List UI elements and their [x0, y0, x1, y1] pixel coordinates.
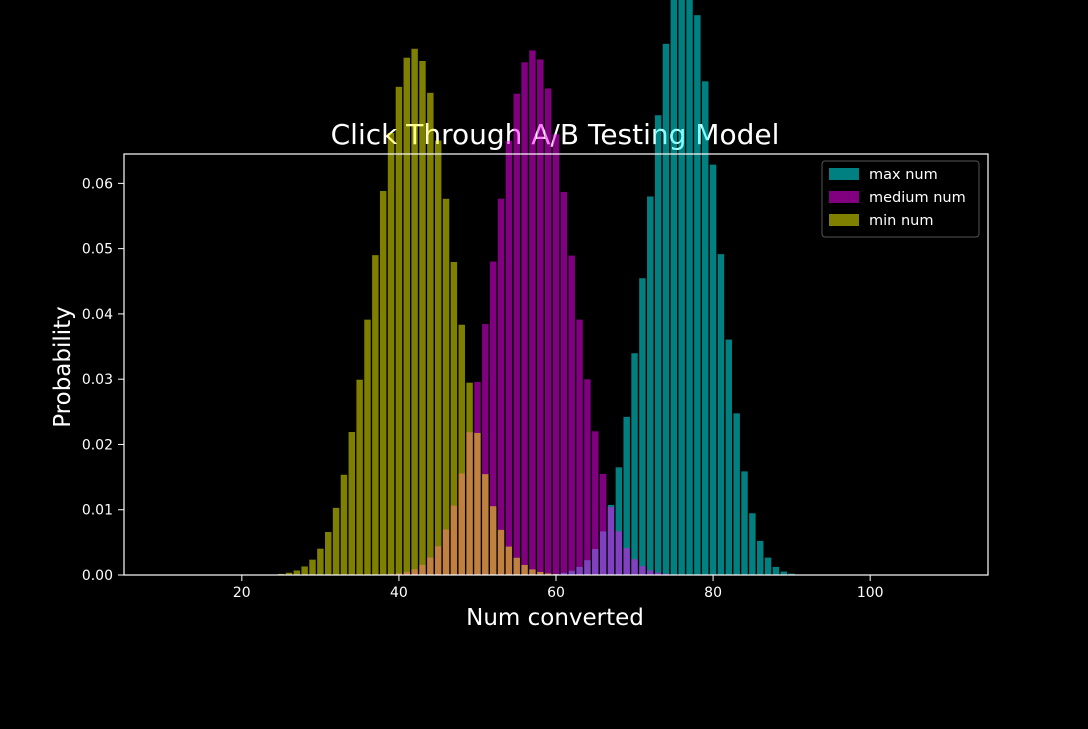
x-tick-label: 80 [704, 585, 722, 601]
bar [623, 548, 629, 575]
legend-label: min num [869, 213, 933, 229]
legend-swatch [829, 214, 859, 226]
bar [529, 569, 535, 575]
bars-layer [246, 0, 826, 575]
bar [600, 474, 606, 575]
bar [466, 383, 472, 575]
bar [490, 506, 496, 575]
bar [749, 513, 755, 575]
bar [678, 0, 684, 575]
bar [726, 340, 732, 575]
bar [514, 94, 520, 575]
legend-label: medium num [869, 190, 966, 206]
bar [733, 413, 739, 575]
bar [686, 0, 692, 575]
bar [419, 61, 425, 575]
bar [765, 558, 771, 575]
bar [521, 62, 527, 575]
bar [498, 530, 504, 575]
bar [584, 379, 590, 575]
bar [317, 549, 323, 575]
bar [349, 432, 355, 575]
bar [671, 0, 677, 575]
bar [333, 508, 339, 575]
bar [608, 507, 614, 575]
bar [553, 134, 559, 575]
bar [647, 196, 653, 575]
bar [647, 570, 653, 575]
bar [741, 471, 747, 575]
legend-swatch [829, 191, 859, 203]
series-max-num [514, 0, 827, 575]
bar [459, 325, 465, 575]
bar [592, 431, 598, 575]
legend-swatch [829, 168, 859, 180]
bar [773, 567, 779, 575]
legend-label: max num [869, 167, 938, 183]
bar [482, 474, 488, 575]
y-axis-label: Probability [50, 306, 76, 428]
x-axis-label: Num converted [466, 605, 644, 631]
bar [364, 320, 370, 575]
bar [356, 380, 362, 575]
bar [568, 256, 574, 575]
bar [545, 88, 551, 575]
bar [427, 93, 433, 575]
bar [521, 565, 527, 575]
bar [757, 541, 763, 575]
bar [325, 532, 331, 575]
bar [388, 133, 394, 575]
bar [576, 320, 582, 575]
bar [396, 87, 402, 575]
x-tick-label: 100 [857, 585, 884, 601]
bar [631, 559, 637, 575]
bar [294, 570, 300, 575]
bar [411, 49, 417, 575]
bar [506, 547, 512, 575]
bar [702, 81, 708, 575]
bar [435, 141, 441, 576]
y-tick-label: 0.05 [82, 242, 113, 258]
y-tick-label: 0.06 [82, 176, 113, 192]
bar [514, 558, 520, 575]
bar [309, 560, 315, 575]
bar [443, 199, 449, 575]
bar [561, 192, 567, 575]
bar [474, 433, 480, 575]
x-tick-label: 60 [547, 585, 565, 601]
x-tick-label: 40 [390, 585, 408, 601]
bar [655, 115, 661, 575]
bar [631, 353, 637, 575]
bar [498, 199, 504, 575]
bar [506, 141, 512, 575]
bar [639, 566, 645, 575]
bar [380, 191, 386, 575]
y-tick-label: 0.00 [82, 568, 113, 584]
bar [451, 262, 457, 575]
y-tick-label: 0.01 [82, 503, 113, 519]
y-tick-label: 0.04 [82, 307, 113, 323]
x-tick-label: 20 [233, 585, 251, 601]
y-tick-label: 0.02 [82, 437, 113, 453]
bar [616, 531, 622, 575]
bar [529, 50, 535, 575]
bar [341, 475, 347, 575]
bar [372, 255, 378, 575]
bar [718, 254, 724, 575]
bar [301, 566, 307, 575]
bar [710, 165, 716, 575]
bar [694, 15, 700, 575]
y-tick-label: 0.03 [82, 372, 113, 388]
bar [639, 278, 645, 575]
bar [663, 44, 669, 575]
legend: max num medium num min num [822, 161, 979, 237]
bar [404, 58, 410, 575]
bar [537, 59, 543, 575]
